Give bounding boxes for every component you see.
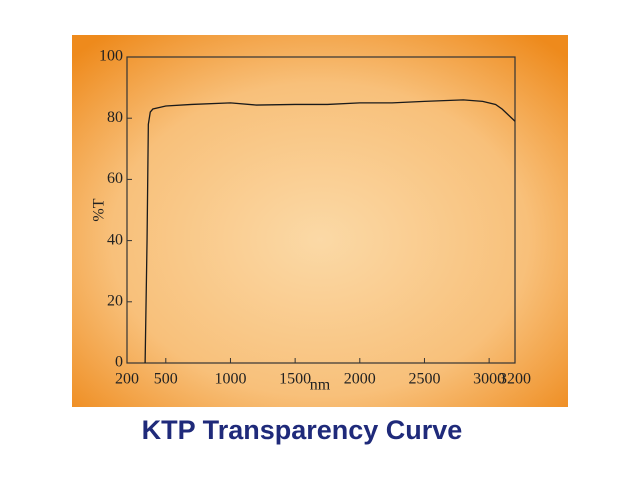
y-tick-label: 20 bbox=[107, 292, 123, 309]
x-axis-label: nm bbox=[310, 377, 331, 394]
data-line bbox=[144, 99, 516, 364]
x-tick-label: 1500 bbox=[279, 371, 311, 388]
y-tick-label: 40 bbox=[107, 231, 123, 248]
y-tick-label: 0 bbox=[115, 354, 123, 371]
x-tick-label: 3200 bbox=[499, 371, 531, 388]
chart-title: KTP Transparency Curve bbox=[142, 415, 463, 445]
y-tick-label: 80 bbox=[107, 109, 123, 126]
x-tick-label: 1000 bbox=[214, 371, 246, 388]
x-tick-label: 500 bbox=[154, 371, 178, 388]
panel bbox=[72, 35, 568, 407]
y-tick-label: 100 bbox=[99, 48, 123, 65]
x-tick-label: 3000 bbox=[473, 371, 505, 388]
plot-frame bbox=[126, 56, 516, 364]
y-axis-label: %T bbox=[91, 198, 108, 221]
y-tick-label: 60 bbox=[107, 170, 123, 187]
x-tick-label: 2000 bbox=[344, 371, 376, 388]
x-tick-label: 200 bbox=[115, 371, 139, 388]
x-tick-label: 2500 bbox=[408, 371, 440, 388]
